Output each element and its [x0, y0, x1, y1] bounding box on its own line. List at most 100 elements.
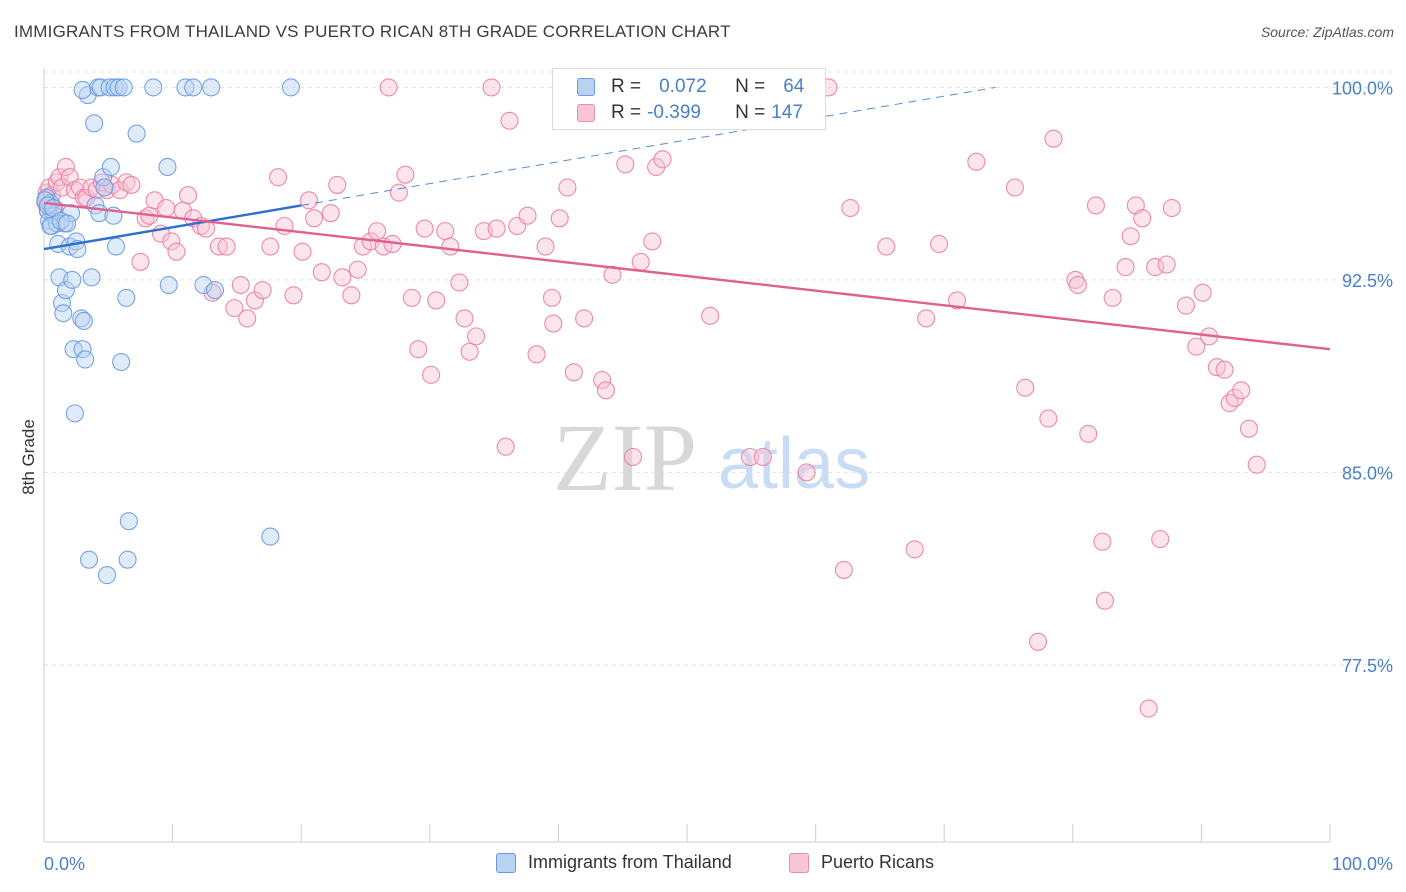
point-puerto-ricans: [455, 309, 474, 328]
point-thailand: [205, 281, 225, 300]
point-puerto-ricans: [348, 260, 367, 279]
point-puerto-ricans: [930, 234, 949, 254]
y-tick-label: 85.0%: [1342, 463, 1393, 483]
point-puerto-ricans: [196, 219, 216, 238]
point-puerto-ricans: [396, 165, 415, 184]
point-thailand: [76, 350, 95, 369]
point-thailand: [117, 288, 136, 307]
point-thailand: [176, 78, 195, 97]
point-puerto-ricans: [1239, 419, 1259, 438]
point-puerto-ricans: [82, 178, 101, 197]
point-thailand: [54, 304, 73, 323]
point-thailand: [61, 204, 81, 223]
series-immigrants-from-thailand: [36, 78, 300, 585]
point-puerto-ricans: [631, 252, 650, 271]
point-puerto-ricans: [1247, 455, 1266, 474]
point-puerto-ricans: [1121, 227, 1140, 246]
point-puerto-ricans: [167, 242, 186, 261]
point-puerto-ricans: [328, 175, 347, 194]
point-puerto-ricans: [1232, 381, 1251, 400]
point-puerto-ricans: [1029, 632, 1048, 651]
point-thailand: [73, 80, 92, 100]
point-puerto-ricans: [877, 237, 896, 256]
point-puerto-ricans: [389, 183, 408, 202]
point-puerto-ricans: [427, 291, 446, 310]
point-puerto-ricans: [753, 447, 772, 467]
point-puerto-ricans: [238, 309, 257, 328]
point-puerto-ricans: [1116, 258, 1135, 277]
legend-n-label: N =: [735, 102, 766, 123]
point-puerto-ricans: [542, 288, 562, 307]
point-thailand: [194, 275, 213, 295]
point-puerto-ricans: [415, 219, 434, 238]
point-puerto-ricans: [701, 306, 720, 325]
x-tick-label-max: 100.0%: [1332, 854, 1393, 874]
point-puerto-ricans: [284, 286, 303, 305]
point-puerto-ricans: [482, 78, 501, 97]
point-puerto-ricans: [905, 540, 924, 559]
point-thailand: [85, 114, 104, 133]
point-puerto-ricans: [1133, 209, 1152, 228]
point-thailand: [158, 157, 177, 177]
point-puerto-ricans: [293, 242, 312, 261]
point-puerto-ricans: [122, 175, 141, 194]
source-label: Source: ZipAtlas.com: [1260, 24, 1394, 40]
legend-label-puerto-ricans: Puerto Ricans: [821, 852, 935, 872]
trendline-puerto-ricans: [43, 201, 1331, 351]
point-puerto-ricans: [575, 309, 594, 328]
point-puerto-ricans: [1220, 394, 1239, 413]
gridlines: [44, 71, 1394, 666]
point-thailand: [63, 270, 82, 289]
point-puerto-ricans: [379, 78, 398, 97]
point-puerto-ricans: [162, 232, 181, 251]
point-thailand: [261, 527, 280, 546]
point-thailand: [144, 78, 163, 97]
point-puerto-ricans: [1016, 378, 1035, 397]
point-puerto-ricans: [209, 237, 228, 256]
point-puerto-ricans: [299, 191, 318, 210]
point-thailand: [56, 281, 75, 300]
point-thailand: [95, 178, 114, 197]
legend-n-value: 64: [783, 76, 805, 97]
point-thailand: [127, 124, 146, 143]
point-puerto-ricans: [623, 447, 643, 467]
point-puerto-ricans: [596, 381, 616, 400]
point-thailand: [79, 550, 99, 569]
point-puerto-ricans: [1068, 275, 1087, 295]
point-puerto-ricans: [409, 340, 428, 359]
point-puerto-ricans: [253, 281, 272, 300]
point-puerto-ricans: [157, 198, 176, 218]
point-thailand: [97, 566, 117, 585]
point-thailand: [65, 404, 84, 423]
legend-swatch-pink: [789, 852, 809, 873]
trendline-thailand: [43, 204, 302, 251]
point-thailand: [82, 268, 101, 287]
point-puerto-ricans: [436, 222, 455, 241]
point-puerto-ricans: [56, 157, 75, 177]
series-puerto-ricans: [36, 78, 1266, 718]
point-puerto-ricans: [564, 363, 583, 382]
point-puerto-ricans: [500, 111, 519, 130]
legend-row-thailand: R = 0.072 N = 64: [577, 75, 804, 99]
x-tick-label-min: 0.0%: [44, 854, 85, 874]
point-puerto-ricans: [217, 237, 236, 256]
point-thailand: [101, 157, 120, 177]
point-thailand: [114, 78, 133, 97]
chart-title: IMMIGRANTS FROM THAILAND VS PUERTO RICAN…: [14, 22, 731, 41]
legend-r-value: -0.399: [647, 102, 701, 123]
point-puerto-ricans: [441, 237, 460, 256]
axis-labels: 100.0% 92.5% 85.0% 77.5% 0.0% 100.0% 8th Grade: [19, 78, 1393, 874]
point-puerto-ricans: [948, 291, 967, 310]
point-puerto-ricans: [1093, 532, 1112, 551]
point-puerto-ricans: [402, 288, 421, 307]
legend-swatch-blue: [577, 78, 595, 96]
point-thailand: [109, 78, 128, 97]
legend-item-thailand: Immigrants from Thailand: [496, 852, 732, 873]
point-puerto-ricans: [305, 209, 324, 228]
point-puerto-ricans: [1146, 258, 1165, 277]
legend-swatch-pink: [577, 104, 595, 122]
point-puerto-ricans: [321, 204, 340, 223]
point-thailand: [119, 512, 138, 531]
point-puerto-ricans: [460, 342, 479, 361]
point-puerto-ricans: [422, 365, 441, 384]
